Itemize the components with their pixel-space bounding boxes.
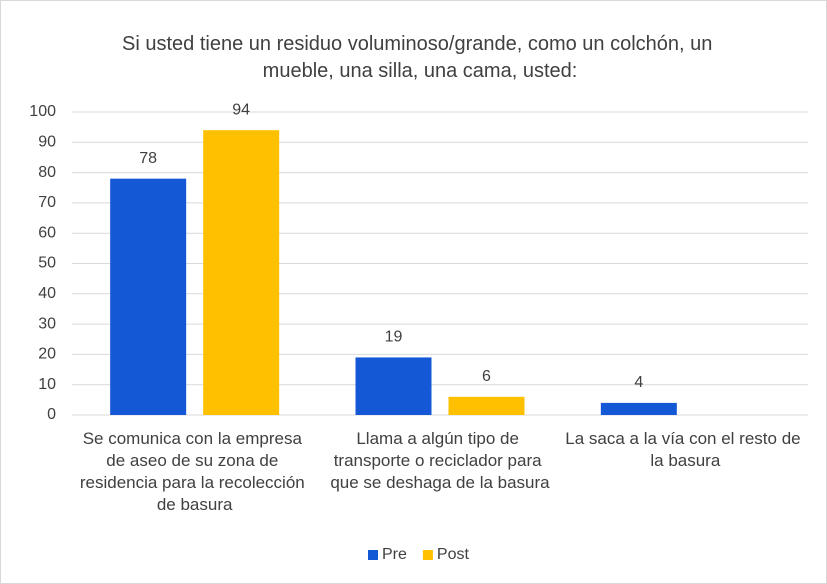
y-tick-label: 60 — [38, 224, 56, 241]
y-tick-label: 30 — [38, 315, 56, 332]
legend-swatch — [368, 550, 378, 560]
bar — [600, 402, 677, 415]
y-tick-label: 50 — [38, 255, 56, 272]
y-tick-label: 20 — [38, 346, 56, 363]
y-tick-label: 0 — [47, 406, 56, 423]
legend-label: Pre — [382, 546, 407, 563]
y-tick-label: 90 — [38, 134, 56, 151]
y-tick-label: 40 — [38, 285, 56, 302]
y-tick-label: 80 — [38, 164, 56, 181]
value-label: 4 — [634, 374, 643, 391]
value-label: 6 — [482, 368, 491, 385]
value-label: 19 — [385, 329, 403, 346]
legend-label: Post — [437, 546, 470, 563]
bar — [110, 178, 187, 415]
bar — [203, 130, 280, 415]
y-tick-label: 70 — [38, 194, 56, 211]
x-tick-label: Llama a algún tipo de transporte o recic… — [330, 429, 550, 492]
y-tick-label: 10 — [38, 376, 56, 393]
x-tick-label: Se comunica con la empresa de aseo de su… — [80, 429, 310, 514]
bar — [448, 396, 525, 415]
x-tick-label: La saca a la vía con el resto de la basu… — [565, 429, 805, 470]
chart-title: Si usted tiene un residuo voluminoso/gra… — [122, 33, 718, 82]
legend-swatch — [422, 550, 433, 560]
value-label: 78 — [139, 150, 157, 167]
bar — [355, 357, 432, 415]
y-tick-label: 100 — [29, 103, 56, 120]
value-label: 94 — [232, 101, 250, 118]
